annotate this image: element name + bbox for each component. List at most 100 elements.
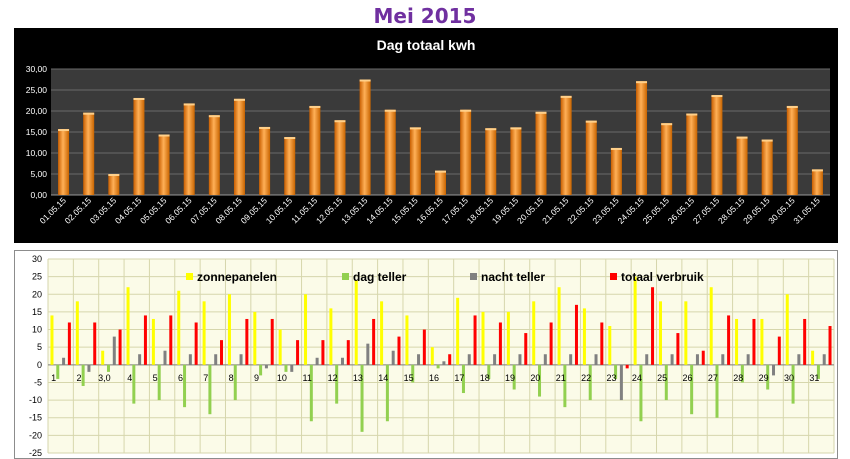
bar [58,129,70,195]
bar-nacht-teller [645,354,649,365]
x-tick-label: 8 [229,373,234,383]
bar-totaal-verbruik [220,340,224,365]
bar-dag-teller [512,364,516,390]
bar [284,137,296,195]
x-tick-label: 27 [708,373,718,383]
x-tick-label: 26 [683,373,693,383]
bar [460,109,472,195]
bar-dag-teller [563,364,567,408]
bar-totaal-verbruik [473,315,477,365]
bar-zonnepanelen [101,350,105,365]
bar-totaal-verbruik [777,336,781,365]
bar-totaal-verbruik [321,340,325,365]
bar-top [58,129,70,132]
y-tick-label: 0 [37,360,42,370]
bar-nacht-teller [594,354,598,365]
x-tick-label: 13 [353,373,363,383]
x-tick-label: 20 [530,373,540,383]
legend-swatch [610,273,617,280]
bar-zonnepanelen [253,311,257,365]
bar-top [259,126,271,129]
bar-totaal-verbruik [625,364,629,369]
bar-totaal-verbruik [143,315,147,365]
x-tick-label: 22 [581,373,591,383]
y-tick-label: -10 [29,395,42,405]
bar-totaal-verbruik [93,322,97,365]
bar-dag-teller [715,364,719,418]
bar-totaal-verbruik [118,329,122,365]
bar-nacht-teller [493,354,497,365]
bar-dag-teller [81,364,85,386]
bar-zonnepanelen [608,326,612,365]
bar-top [610,147,622,150]
y-tick-label: 10 [32,325,42,335]
bar-nacht-teller [417,354,421,365]
bar-zonnepanelen [202,301,206,365]
bar-zonnepanelen [278,329,282,365]
bar-totaal-verbruik [676,333,680,365]
legend-swatch [186,273,193,280]
bar-nacht-teller [721,354,725,365]
bar [661,123,673,195]
y-tick-label: 5,00 [30,169,47,179]
bar [811,169,823,195]
bar-totaal-verbruik [372,318,376,365]
y-tick-label: 20,00 [26,106,48,116]
bar-dag-teller [56,364,60,379]
bar-nacht-teller [518,354,522,365]
legend-label: zonnepanelen [197,270,277,284]
bar-totaal-verbruik [651,287,655,365]
x-tick-label: 10 [277,373,287,383]
bar-dag-teller [309,364,313,422]
bar-zonnepanelen [430,347,434,365]
legend-label: dag teller [353,270,407,284]
bar-top [284,137,296,140]
y-tick-label: 25,00 [26,85,48,95]
bar [233,98,245,195]
bar [686,113,698,195]
bar-nacht-teller [163,350,167,365]
x-tick-label: 5 [153,373,158,383]
bar-top [786,105,798,108]
bar-top [384,109,396,112]
bar [786,105,798,195]
bar-zonnepanelen [354,280,358,365]
bar-totaal-verbruik [549,322,553,365]
bar-nacht-teller [467,354,471,365]
bar-dag-teller [461,364,465,394]
y-tick-label: 30,00 [26,64,48,74]
bar-zonnepanelen [481,311,485,365]
bar [535,111,547,195]
x-tick-label: 1 [51,373,56,383]
bar-dag-teller [436,364,440,369]
bar-nacht-teller [797,354,801,365]
bar-top [811,169,823,172]
bar-totaal-verbruik [397,336,401,365]
y-tick-label: -25 [29,448,42,458]
bar-top [108,174,120,176]
x-tick-label: 4 [127,373,132,383]
bar-dag-teller [487,364,491,379]
bar [359,79,371,195]
x-tick-label: 14 [378,373,388,383]
bar-totaal-verbruik [752,318,756,365]
bar [409,127,421,195]
bar-totaal-verbruik [169,315,173,365]
bar [133,97,145,195]
bar-top [83,112,95,115]
bar-zonnepanelen [304,294,308,365]
bar-zonnepanelen [684,301,688,365]
bar-totaal-verbruik [498,322,502,365]
x-tick-label: 11 [303,373,312,383]
bar-totaal-verbruik [828,326,832,365]
bar-nacht-teller [315,357,319,365]
bar-top [183,103,195,106]
y-tick-label: 5 [37,342,42,352]
bar-nacht-teller [619,364,623,401]
chart-title: Dag totaal kwh [377,37,476,53]
x-tick-label: 15 [404,373,414,383]
bar-dag-teller [690,364,694,415]
bar [208,115,220,195]
bar-nacht-teller [746,354,750,365]
bar-nacht-teller [340,357,344,365]
